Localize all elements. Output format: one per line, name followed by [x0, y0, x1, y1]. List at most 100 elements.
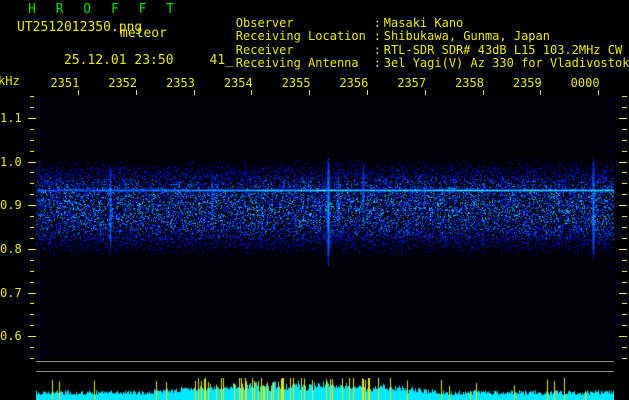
frequency-tick-label: 1.0 — [0, 154, 22, 169]
plot-divider-line-mid — [36, 371, 614, 372]
frequency-tick-mark-right — [622, 237, 627, 239]
app-title: H R O F F T — [28, 2, 181, 17]
frequency-minor-tick — [30, 216, 34, 218]
file-timestamp-label: 25.12.01 23:50 41_ — [17, 38, 233, 83]
frequency-tick-label: 0.9 — [0, 198, 22, 213]
metadata-colon: : — [373, 29, 382, 43]
frequency-minor-tick — [30, 150, 34, 152]
time-tick-mark — [366, 90, 368, 95]
header: H R O F F T UT2512012350.png meteor 25.1… — [0, 0, 629, 72]
time-tick-mark — [135, 90, 137, 95]
metadata-colon: : — [373, 42, 382, 57]
frequency-tick-mark — [28, 248, 36, 250]
time-tick-label: 2357 — [397, 76, 427, 90]
frequency-minor-tick — [30, 194, 34, 196]
time-tick-mark — [77, 90, 79, 95]
frequency-tick-label: 0.8 — [0, 241, 22, 256]
frequency-tick-mark-right — [622, 106, 627, 108]
frequency-tick-mark-right — [619, 248, 627, 250]
frequency-tick-mark-right — [622, 347, 627, 349]
frequency-tick-mark-right — [622, 259, 627, 261]
time-tick-label: 2353 — [166, 76, 195, 90]
metadata-key: Receiving Location — [235, 29, 366, 43]
frequency-tick-mark-right — [622, 325, 627, 327]
time-tick-label: 2358 — [455, 76, 484, 90]
frequency-tick-mark-right — [622, 139, 627, 141]
frequency-minor-tick — [30, 96, 34, 97]
frequency-tick-mark-right — [622, 128, 627, 130]
frequency-tick-label: 1.1 — [0, 110, 22, 125]
timestamp-value: 25.12.01 23:50 — [63, 53, 174, 68]
file-name-label: UT2512012350.png — [17, 20, 143, 35]
frequency-tick-mark-right — [619, 161, 627, 163]
time-tick-mark — [598, 90, 600, 95]
time-tick-label: 2351 — [50, 76, 80, 90]
time-tick-mark — [309, 90, 311, 95]
frequency-tick-mark-right — [622, 194, 627, 196]
frequency-tick-mark-right — [619, 292, 627, 294]
frequency-axis-right — [605, 96, 629, 400]
frequency-minor-tick — [30, 270, 34, 272]
frequency-minor-tick — [30, 358, 34, 359]
metadata-row: Observer: Masaki Kano — [178, 3, 629, 30]
metadata-row: Receiver: RTL-SDR SDR# 43dB L15 103.2MHz … — [178, 30, 629, 57]
metadata-key: Receiver — [235, 42, 294, 57]
amplitude-waveform-strip — [36, 378, 614, 400]
frequency-tick-mark-right — [622, 314, 627, 316]
time-tick-mark — [251, 90, 253, 95]
frequency-minor-tick — [30, 325, 34, 327]
frequency-tick-mark-right — [622, 281, 627, 283]
frequency-minor-tick — [30, 139, 34, 141]
event-count-value: 41_ — [209, 53, 234, 68]
metadata-row: Receiving Location: Shibukawa, Gunma, Jap… — [178, 17, 629, 43]
y-axis-unit-label: kHz — [0, 74, 20, 88]
frequency-tick-mark-right — [622, 303, 627, 305]
time-tick-label: 2355 — [281, 76, 311, 90]
frequency-tick-mark-right — [622, 183, 627, 185]
frequency-minor-tick — [30, 227, 34, 228]
frequency-tick-mark — [28, 117, 36, 119]
spectrogram-canvas — [36, 96, 614, 358]
metadata-key: Observer — [235, 15, 294, 30]
metadata-value: Masaki Kano — [383, 15, 464, 30]
time-tick-label: 2359 — [512, 76, 542, 90]
frequency-tick-mark-right — [622, 227, 627, 228]
time-tick-label: 2352 — [108, 76, 138, 90]
frequency-axis: 1.1 1.0 0.9 0.8 0.7 0.6 — [0, 96, 36, 400]
time-tick-mark — [193, 90, 195, 95]
frequency-minor-tick — [30, 347, 34, 349]
metadata-value: Shibukawa, Gunma, Japan — [383, 29, 550, 43]
metadata-block: Observer: Masaki Kano Receiving Location:… — [178, 3, 629, 70]
frequency-tick-label: 0.6 — [0, 329, 22, 344]
time-tick-label: 2356 — [339, 76, 369, 90]
frequency-tick-mark-right — [622, 358, 627, 359]
frequency-minor-tick — [30, 259, 34, 261]
frequency-tick-mark-right — [622, 172, 627, 174]
frequency-minor-tick — [30, 237, 34, 239]
metadata-value: RTL-SDR SDR# 43dB L15 103.2MHz CW — [383, 42, 623, 57]
time-tick-mark — [482, 90, 484, 95]
frequency-tick-mark-right — [622, 216, 627, 218]
time-tick-label: 2354 — [223, 76, 253, 90]
spectrogram-plot — [36, 96, 614, 358]
frequency-minor-tick — [30, 281, 34, 283]
file-tag-label: meteor — [120, 26, 167, 41]
plot-divider-line-top — [36, 361, 614, 362]
frequency-minor-tick — [30, 183, 34, 185]
frequency-tick-mark-right — [622, 150, 627, 152]
frequency-minor-tick — [30, 128, 34, 130]
frequency-tick-mark-right — [622, 96, 627, 97]
metadata-key: Receiving Antenna — [235, 56, 359, 70]
waveform-canvas — [36, 378, 614, 400]
frequency-tick-label: 0.7 — [0, 285, 22, 300]
time-tick-label: 0000 — [570, 76, 600, 90]
frequency-tick-mark-right — [622, 270, 627, 272]
frequency-tick-mark-right — [619, 117, 627, 119]
frequency-tick-mark-right — [619, 336, 627, 338]
metadata-value: 3el Yagi(V) Az 330 for Vladivostok — [383, 56, 629, 70]
time-axis: 2351 2352 2353 2354 2355 2356 2357 2358 2359 0000 — [0, 76, 629, 96]
frequency-tick-mark — [28, 292, 36, 294]
frequency-tick-mark — [28, 205, 36, 207]
frequency-minor-tick — [30, 172, 34, 174]
